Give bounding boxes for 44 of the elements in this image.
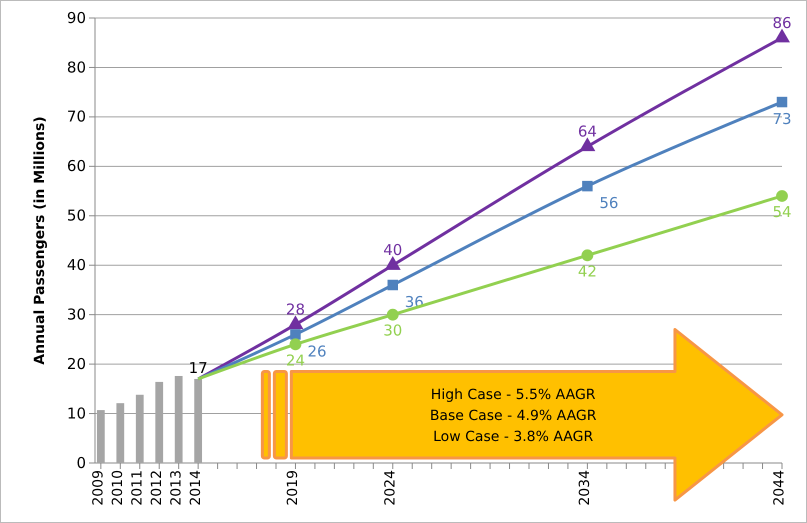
data-label: 24 bbox=[286, 351, 306, 370]
data-label: 54 bbox=[772, 203, 792, 221]
data-label: 30 bbox=[383, 322, 402, 340]
data-label: 73 bbox=[772, 110, 792, 128]
annotation: Low Case - 3.8% AAGR bbox=[433, 428, 594, 445]
point bbox=[290, 338, 302, 350]
x-tick-label: 2034 bbox=[577, 470, 594, 506]
data-label: 28 bbox=[286, 300, 306, 319]
point bbox=[388, 280, 398, 290]
x-tick-label: 2010 bbox=[110, 470, 126, 506]
data-label: 56 bbox=[599, 194, 618, 212]
x-tick-label: 2014 bbox=[188, 470, 204, 506]
annotation: Base Case - 4.9% AAGR bbox=[430, 408, 597, 424]
y-tick-label: 60 bbox=[66, 157, 86, 176]
data-label: 17 bbox=[188, 358, 208, 377]
x-tick-label: 2012 bbox=[148, 470, 165, 506]
data-label: 64 bbox=[578, 122, 597, 141]
y-axis-title: Annual Passengers (in Millions) bbox=[32, 116, 48, 365]
annotation: High Case - 5.5% AAGR bbox=[430, 386, 596, 403]
point bbox=[290, 329, 301, 340]
data-label: 86 bbox=[772, 14, 792, 32]
x-tick-label: 2044 bbox=[772, 470, 788, 506]
x-tick-label: 2024 bbox=[382, 470, 398, 506]
x-tick-label: 2013 bbox=[168, 470, 184, 506]
y-tick-label: 30 bbox=[66, 305, 86, 324]
y-tick-label: 80 bbox=[66, 58, 86, 76]
point bbox=[581, 249, 594, 262]
y-tick-label: 70 bbox=[66, 108, 86, 126]
data-label: 42 bbox=[578, 262, 597, 280]
y-tick-label: 0 bbox=[76, 454, 86, 472]
x-tick-label: 2019 bbox=[285, 470, 302, 506]
point bbox=[776, 190, 788, 202]
point bbox=[386, 308, 399, 321]
y-tick-label: 10 bbox=[66, 404, 86, 422]
y-tick-label: 50 bbox=[66, 206, 86, 225]
data-label: 40 bbox=[383, 241, 402, 260]
y-tick-label: 40 bbox=[66, 256, 86, 274]
point bbox=[582, 180, 593, 192]
x-tick-label: 2009 bbox=[90, 470, 107, 506]
point bbox=[776, 96, 788, 108]
y-tick-label: 20 bbox=[66, 354, 86, 373]
x-tick-label: 2011 bbox=[129, 470, 146, 506]
data-label: 26 bbox=[307, 342, 327, 360]
y-tick-label: 90 bbox=[66, 8, 86, 27]
